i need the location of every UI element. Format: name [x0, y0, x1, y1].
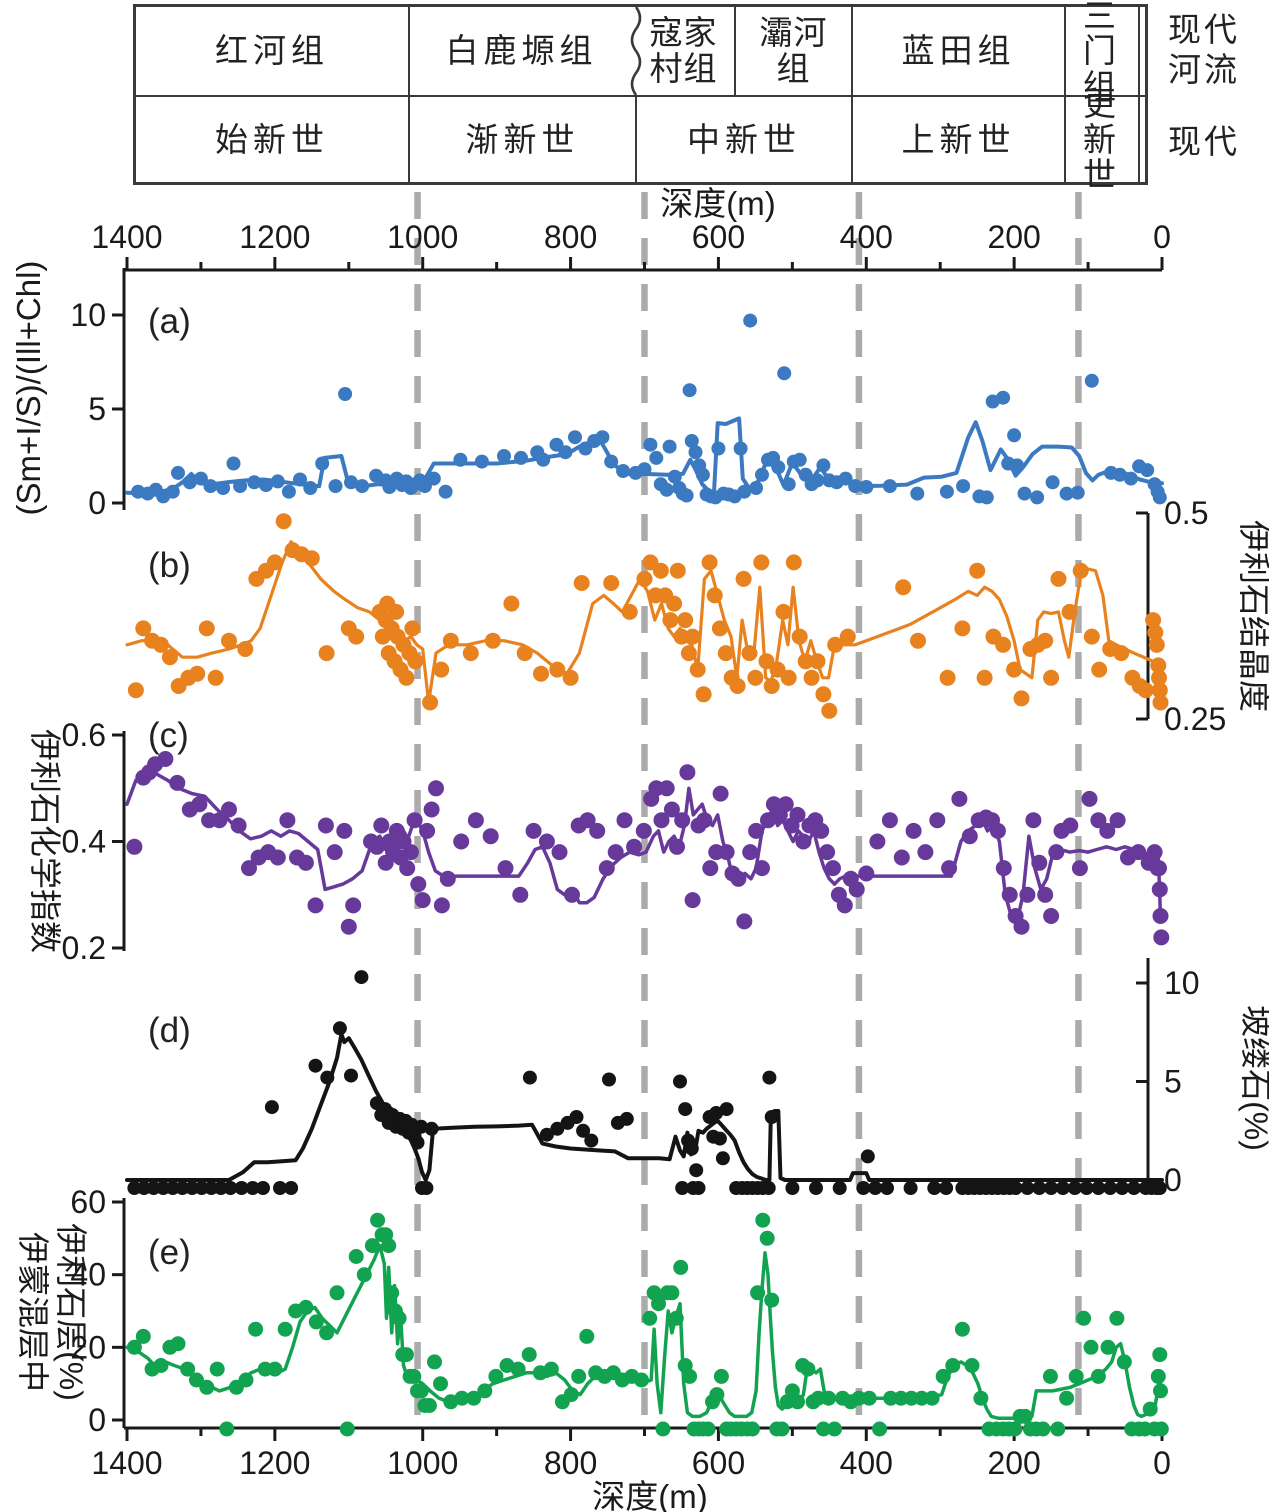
panel-d-tag: (d): [148, 1011, 191, 1050]
depth-axis-bottom: 1400 1200 1000 800 600 400 200 0 深度(m): [91, 1426, 1171, 1512]
depth-tick-label: 800: [544, 1445, 597, 1481]
epoch-label: 渐新世: [465, 120, 580, 158]
formation-cell: 白鹿塬组: [410, 7, 633, 95]
depth-tick-label: 600: [692, 1445, 745, 1481]
formation-label: 寇家村组: [649, 14, 718, 87]
panel-d: 10 5 0 坡缕石(%) (d): [125, 958, 1269, 1198]
panel-c-ylabel: 伊利石化学指数: [27, 729, 63, 953]
formation-cell: 蓝田组: [853, 7, 1066, 95]
panel-a: 0 5 10 (Sm+I/S)/(Ill+Chl) (a): [10, 261, 1167, 521]
panel-b-ylabel: 伊利石结晶度: [1236, 520, 1269, 712]
value-tick-label: 5: [1164, 1064, 1182, 1100]
epoch-cell: 更新世: [1066, 86, 1140, 193]
epoch-label: 更新世: [1083, 85, 1121, 194]
formation-cell: 灞河组: [736, 7, 853, 95]
epoch-cell: 始新世: [136, 97, 410, 182]
epoch-label: 上新世: [901, 120, 1016, 158]
epoch-cell: 渐新世: [410, 97, 637, 182]
value-tick-label: 0.6: [62, 717, 106, 753]
depth-tick-label: 1400: [91, 219, 162, 255]
panel-e-tag: (e): [148, 1233, 191, 1272]
panel-a-scatter: [131, 313, 1167, 505]
depth-tick-label: 1000: [387, 219, 458, 255]
depth-tick-label: 1200: [239, 219, 310, 255]
panel-b-scatter: [127, 513, 1169, 719]
value-tick-label: 0.5: [1164, 495, 1208, 531]
panel-b-line: [125, 540, 1164, 705]
value-tick-label: 40: [70, 1257, 106, 1293]
epoch-label: 始新世: [215, 120, 329, 158]
panel-a-tag: (a): [148, 302, 191, 341]
modern-label: 现代: [1168, 123, 1240, 160]
formation-label: 白鹿塬组: [445, 32, 598, 70]
panel-a-ylabel: (Sm+I/S)/(Ill+Chl): [10, 261, 47, 516]
depth-tick-label: 800: [544, 219, 597, 255]
panel-e-ylabel: 伊利石层(%): [53, 1223, 89, 1401]
depth-axis-title: 深度(m): [660, 185, 775, 222]
value-tick-label: 5: [88, 391, 106, 427]
depth-tick-label: 600: [692, 219, 745, 255]
value-tick-label: 10: [70, 297, 106, 333]
value-tick-label: 0.2: [62, 930, 106, 966]
panel-d-line: [125, 1032, 1164, 1182]
modern-column: [1140, 97, 1145, 182]
depth-tick-label: 1000: [387, 1445, 458, 1481]
depth-axis-top: 1400 1200 1000 800 600 400 200 0 深度(m): [91, 185, 1171, 272]
depth-tick-label: 0: [1153, 1445, 1171, 1481]
panel-c-tag: (c): [148, 716, 189, 755]
modern-river-column: [1140, 7, 1145, 95]
formation-cell: 寇家村组: [633, 7, 736, 95]
depth-tick-label: 200: [987, 1445, 1040, 1481]
panel-e-axis: 60 40 20 0: [70, 1184, 126, 1438]
value-tick-label: 10: [1164, 965, 1200, 1001]
panel-e-ylabel: 伊蒙混层中: [15, 1232, 51, 1392]
value-tick-label: 0: [88, 485, 106, 521]
value-tick-label: 0.4: [62, 824, 106, 860]
panel-d-ylabel: 坡缕石(%): [1238, 1005, 1269, 1151]
modern-river-label: 现代河流: [1168, 11, 1240, 88]
depth-tick-label: 400: [840, 219, 893, 255]
depth-tick-label: 400: [840, 1445, 893, 1481]
panel-c-scatter: [126, 751, 1170, 946]
value-tick-label: 60: [70, 1184, 106, 1220]
panel-e-line: [125, 1243, 1164, 1420]
value-tick-label: 0: [1164, 1162, 1182, 1198]
formation-label: 灞河组: [759, 14, 828, 87]
panel-b-tag: (b): [148, 546, 191, 585]
formation-label: 红河组: [215, 32, 329, 70]
chart-svg: 1400 1200 1000 800 600 400 200 0深度(m)1400 1200 10…: [10, 185, 1269, 1512]
formation-cell: 三门组: [1066, 0, 1140, 104]
epoch-cell: 上新世: [853, 97, 1066, 182]
depth-axis-title: 深度(m): [592, 1478, 707, 1512]
depth-tick-label: 0: [1153, 219, 1171, 255]
depth-tick-label: 1400: [91, 1445, 162, 1481]
value-tick-label: 20: [70, 1329, 106, 1365]
stratigraphy-table: 红河组 白鹿塬组 寇家村组 灞河组 蓝田组 三门组 始新世 渐新世 中新世 上新…: [133, 0, 1148, 193]
panel-d-axis: 10 5 0: [1136, 958, 1200, 1198]
panel-b: 0.5 0.25 伊利石结晶度 (b): [125, 495, 1269, 737]
depth-tick-label: 200: [987, 219, 1040, 255]
panel-e: 60 40 20 0 伊蒙混层中 伊利石层(%) (e): [15, 1184, 1169, 1438]
formation-label: 蓝田组: [901, 32, 1016, 70]
panel-a-axis: 0 5 10: [70, 268, 126, 521]
depth-tick-label: 1200: [239, 1445, 310, 1481]
epoch-cell: 中新世: [637, 97, 853, 182]
formation-row: 红河组 白鹿塬组 寇家村组 灞河组 蓝田组 三门组: [136, 0, 1145, 104]
value-tick-label: 0.25: [1164, 701, 1226, 737]
epoch-label: 中新世: [687, 120, 801, 158]
value-tick-label: 0: [88, 1402, 106, 1438]
panel-c-axis: 0.6 0.4 0.2: [62, 717, 126, 966]
epoch-row: 始新世 渐新世 中新世 上新世 更新世: [136, 86, 1145, 193]
formation-cell: 红河组: [136, 7, 410, 95]
panel-e-scatter: [126, 1212, 1169, 1437]
formation-label: 三门组: [1083, 0, 1121, 105]
boundary-dashes: [414, 192, 1082, 1428]
panel-d-scatter: [127, 970, 1167, 1195]
